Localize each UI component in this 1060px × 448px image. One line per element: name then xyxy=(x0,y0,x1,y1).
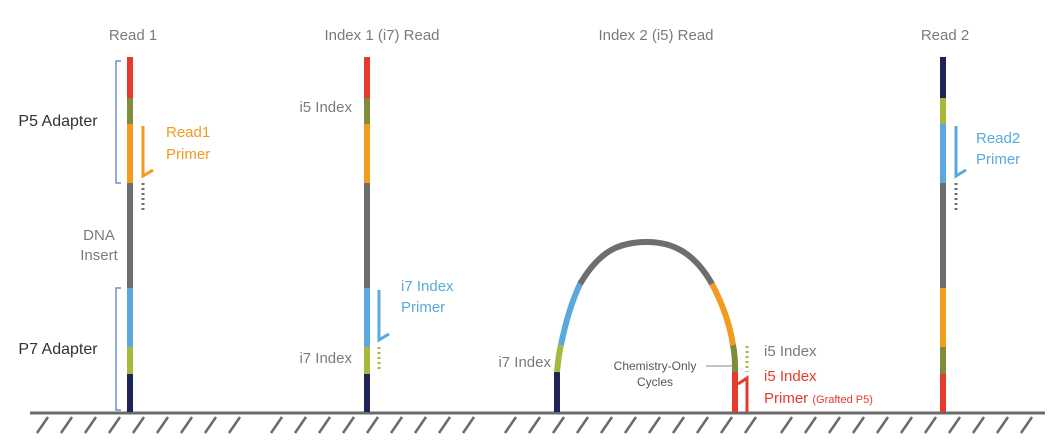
i7-index-primer-label-line1: i7 Index xyxy=(401,278,454,295)
p7-adapter-bracket xyxy=(115,287,121,411)
surface-hatching xyxy=(35,416,1034,434)
i5-primer-word: Primer xyxy=(764,390,808,407)
read1-primer-mark xyxy=(141,126,154,179)
i7-index-primer-mark xyxy=(377,290,390,343)
bridge-strand xyxy=(554,238,738,412)
i5-index-label: i5 Index xyxy=(299,99,352,116)
panel-index1: Index 1 (i7) Read i5 Index i7 Index i7 I… xyxy=(299,27,454,412)
flow-cell-surface xyxy=(30,411,1045,434)
chemistry-only-label-line2: Cycles xyxy=(637,375,673,389)
i5-index-primer-label-line2: Primer (Grafted P5) xyxy=(764,390,873,407)
read2-primer-label-line1: Read2 xyxy=(976,130,1020,147)
read1-primer-label-line2: Primer xyxy=(166,146,210,163)
i5-index-primer-mark xyxy=(737,375,749,412)
i7-index-label: i7 Index xyxy=(299,350,352,367)
bridge-i7-index-label: i7 Index xyxy=(498,354,551,371)
chemistry-only-label-line1: Chemistry-Only xyxy=(614,359,697,373)
p5-adapter-bracket xyxy=(115,60,121,184)
bridge-i5-index-label: i5 Index xyxy=(764,343,817,360)
i5-index-primer-label-line1: i5 Index xyxy=(764,368,817,385)
panel-title-index1: Index 1 (i7) Read xyxy=(324,27,439,44)
i7-index-primer-label-line2: Primer xyxy=(401,299,445,316)
read2-primer-mark xyxy=(954,126,967,179)
panel-read1: Read 1 P5 Adapter DNA Insert P7 Adapter … xyxy=(18,27,210,412)
grafted-p5-note: (Grafted P5) xyxy=(812,394,873,406)
p7-adapter-label: P7 Adapter xyxy=(18,341,98,358)
panel-title-index2: Index 2 (i5) Read xyxy=(598,27,713,44)
panel-read2: Read 2 Read2 Primer xyxy=(921,27,1020,412)
read1-primer-label-line1: Read1 xyxy=(166,124,210,141)
dna-insert-label-line2: Insert xyxy=(80,247,118,264)
p5-adapter-label: P5 Adapter xyxy=(18,113,98,130)
panel-index2: Index 2 (i5) Read i7 Index Chemistry-Onl… xyxy=(498,27,873,412)
panel-title-read1: Read 1 xyxy=(109,27,157,44)
panel-title-read2: Read 2 xyxy=(921,27,969,44)
read2-primer-label-line2: Primer xyxy=(976,151,1020,168)
dna-insert-label-line1: DNA xyxy=(83,227,115,244)
